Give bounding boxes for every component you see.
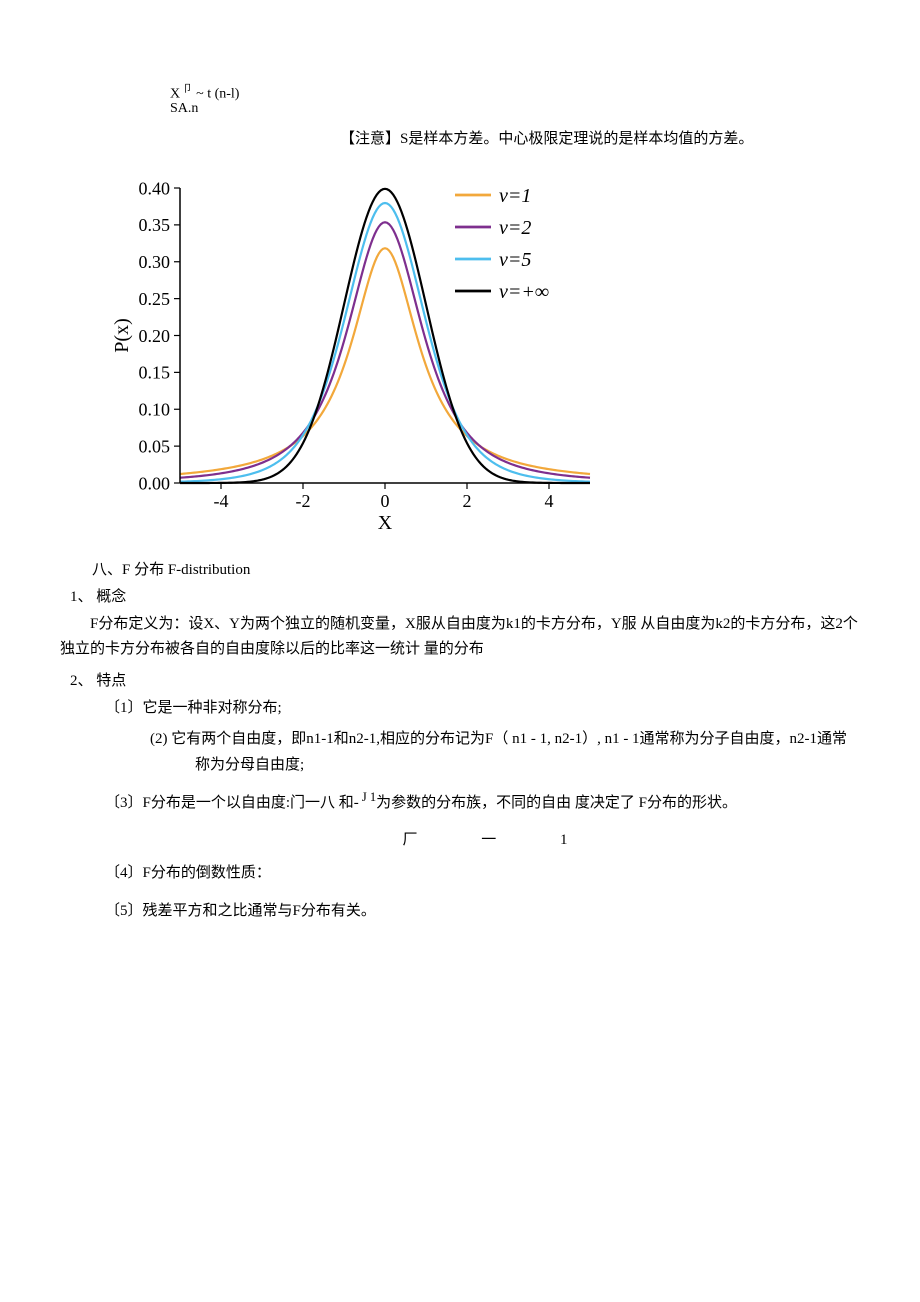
svg-text:0.35: 0.35 [139,215,171,235]
svg-text:0.15: 0.15 [139,362,171,382]
svg-text:0.40: 0.40 [139,178,171,198]
svg-text:0.20: 0.20 [139,325,171,345]
formula-line-1: X 卩 ~ t (n-l) [170,80,860,103]
item-1-label: 1、 概念 [70,585,860,606]
bullet-3-sup: J 1 [359,790,376,804]
formula-line-2: SA.n [170,101,860,117]
svg-text:4: 4 [545,491,554,511]
formula-xa: X [170,87,180,102]
svg-text:-2: -2 [296,491,311,511]
svg-text:P(x): P(x) [111,318,133,352]
svg-text:0.25: 0.25 [139,289,171,309]
svg-text:0.30: 0.30 [139,252,171,272]
bullet-1: 〔1〕它是一种非对称分布; [105,696,860,722]
bullet-3: 〔3〕F分布是一个以自由度:门一八 和- J 1为参数的分布族，不同的自由 度决… [105,784,860,820]
chart-svg: -4 -2 0 2 4 0.00 0.05 0.10 0.15 0.20 0.25 0.30 0.35 0… [110,163,610,533]
bullet-3b: 为参数的分布族，不同的自由 度决定了 F分布的形状。 [376,795,737,811]
item-1-body: F分布定义为：设X、Y为两个独立的随机变量，X服从自由度为k1的卡方分布，Y服 … [60,612,860,663]
svg-text:ν=+∞: ν=+∞ [499,281,549,303]
bullet-3a: 〔3〕F分布是一个以自由度:门一八 和- [105,795,359,811]
formula-block: X 卩 ~ t (n-l) SA.n [170,80,860,117]
tdist-chart: -4 -2 0 2 4 0.00 0.05 0.10 0.15 0.20 0.25 0.30 0.35 0… [110,163,860,533]
bullet-5: 〔5〕残差平方和之比通常与F分布有关。 [105,899,860,925]
svg-text:ν=1: ν=1 [499,185,531,207]
svg-text:0: 0 [381,491,390,511]
svg-text:0.10: 0.10 [139,399,171,419]
item-2-label: 2、 特点 [70,669,860,690]
svg-text:0.05: 0.05 [139,436,171,456]
formula-xb: ~ t (n-l) [193,87,240,102]
bullet-4: 〔4〕F分布的倒数性质： [105,861,860,887]
svg-text:ν=2: ν=2 [499,217,531,239]
formula-sup: 卩 [180,84,193,95]
svg-text:-4: -4 [214,491,229,511]
section-8-heading: 八、F 分布 F-distribution [92,558,860,579]
note-row: 【注意】S是样本方差。中心极限定理说的是样本均值的方差。 [60,127,860,148]
svg-text:2: 2 [463,491,472,511]
svg-text:X: X [378,512,393,533]
bullet-2: (2) 它有两个自由度，即n1-1和n2-1,相应的分布记为F（ n1 - 1,… [150,727,860,778]
svg-text:0.00: 0.00 [139,473,171,493]
formula-mid: 厂 一 1 [60,828,860,849]
svg-text:ν=5: ν=5 [499,249,531,271]
note-text: 【注意】S是样本方差。中心极限定理说的是样本均值的方差。 [340,127,753,148]
